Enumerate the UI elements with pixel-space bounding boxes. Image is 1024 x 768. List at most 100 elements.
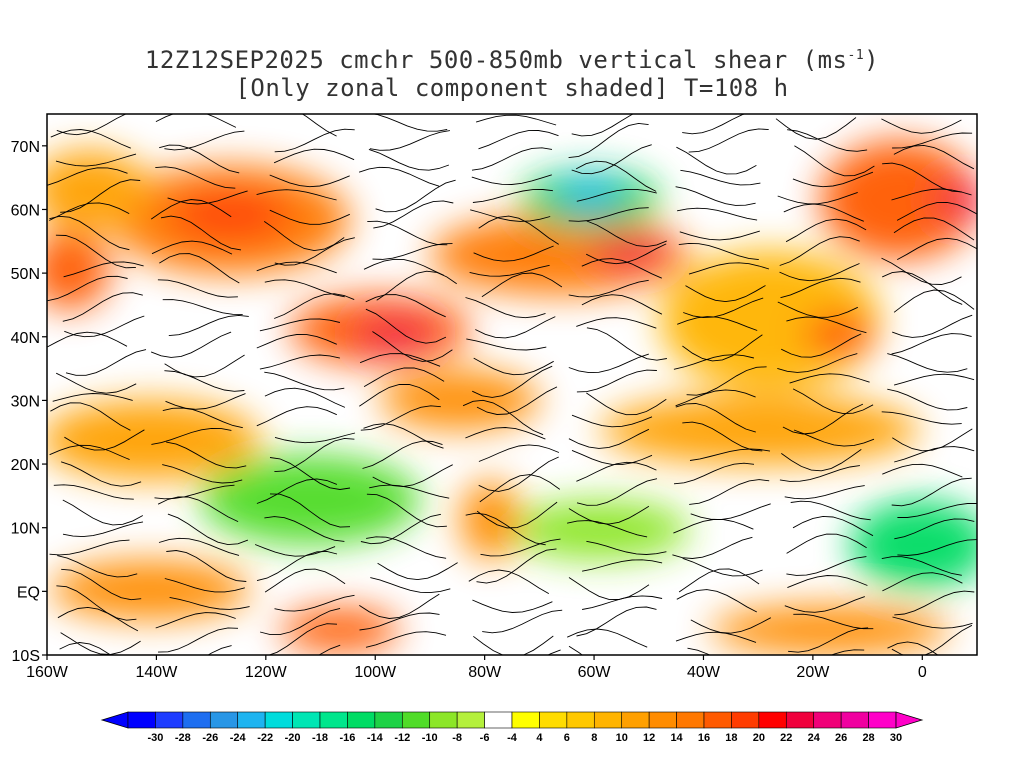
colorbar-swatch [237, 711, 266, 729]
colorbar-label: -24 [230, 732, 247, 744]
streamline [62, 512, 975, 546]
colorbar-label: 14 [670, 732, 683, 744]
streamline [56, 365, 975, 398]
lat-label: 10N [11, 521, 40, 538]
colorbar-swatch [566, 711, 595, 729]
colorbar-swatch [648, 711, 677, 729]
colorbar-swatch [456, 711, 485, 729]
colorbar-label: -6 [480, 732, 490, 744]
colorbar-swatch [511, 711, 540, 729]
colorbar-label: 18 [725, 732, 737, 744]
colorbar-label: -26 [202, 732, 218, 744]
lon-label: 140W [136, 664, 179, 681]
colorbar-swatch [292, 711, 321, 729]
lon-label: 40W [687, 664, 721, 681]
colorbar-label: -14 [367, 732, 384, 744]
streamline [47, 327, 972, 362]
streamline [61, 568, 963, 601]
colorbar-swatch [127, 711, 156, 729]
colorbar-label: 8 [591, 732, 597, 744]
colorbar-swatch [319, 711, 348, 729]
colorbar-label: 16 [698, 732, 710, 744]
lon-label: 60W [578, 664, 612, 681]
colorbar-swatch [429, 711, 458, 729]
longitude-axis: 160W 140W 120W 100W 80W 60W 40W 20W 0 [26, 655, 927, 681]
lat-label: 40N [11, 330, 40, 347]
lat-label: 10S [12, 648, 40, 665]
colorbar: -30 -28 -26 -24 -22 -20 -18 -16 -14 -12 -10 -8 -6 -4 4… [100, 711, 924, 744]
colorbar-label: -20 [285, 732, 301, 744]
colorbar-label: 22 [780, 732, 792, 744]
streamline [57, 606, 973, 637]
colorbar-swatch [785, 711, 815, 729]
lon-label: 160W [26, 664, 69, 681]
lon-label: 0 [918, 664, 927, 681]
lon-label: 120W [245, 664, 288, 681]
colorbar-label: 24 [808, 732, 821, 744]
map-frame [46, 113, 978, 656]
colorbar-swatch [347, 711, 376, 729]
colorbar-min-arrow [100, 711, 129, 729]
shear-shading [47, 140, 977, 655]
streamline [64, 308, 973, 344]
map-area [47, 114, 977, 655]
colorbar-swatch [155, 711, 184, 729]
colorbar-swatch [840, 711, 869, 729]
streamline [55, 234, 977, 269]
streamline [53, 474, 972, 507]
lat-label: 20N [11, 457, 40, 474]
streamline [52, 383, 968, 416]
streamline [56, 114, 962, 140]
chart-title-line2: [Only zonal component shaded] T=108 h [235, 74, 789, 102]
colorbar-swatch [703, 711, 732, 729]
colorbar-label: 6 [564, 732, 570, 744]
colorbar-label: -22 [257, 732, 273, 744]
streamline [62, 289, 975, 322]
colorbar-label: -16 [339, 732, 355, 744]
colorbar-swatch [484, 711, 513, 729]
colorbar-label: 10 [616, 732, 628, 744]
streamline [60, 456, 963, 492]
streamlines [47, 114, 977, 655]
streamline [57, 548, 962, 584]
latitude-axis: 70N 60N 50N 40N 30N 20N 10N EQ 10S [11, 139, 47, 665]
streamline [49, 437, 975, 473]
colorbar-swatch [621, 711, 650, 729]
colorbar-swatch [676, 711, 705, 729]
colorbar-label: 28 [862, 732, 874, 744]
colorbar-swatch [401, 711, 431, 729]
colorbar-label: -4 [507, 732, 518, 744]
colorbar-label: -30 [147, 732, 163, 744]
lon-label: 100W [354, 664, 397, 681]
streamline [49, 533, 977, 559]
lat-label: 30N [11, 393, 40, 410]
streamline [62, 493, 977, 529]
streamline [56, 585, 975, 621]
streamline [55, 144, 975, 177]
colorbar-label: 26 [835, 732, 847, 744]
streamline [64, 421, 973, 452]
lat-label: 70N [11, 139, 40, 156]
colorbar-swatch [593, 711, 623, 729]
colorbar-max-arrow [895, 711, 924, 729]
colorbar-label: 12 [643, 732, 655, 744]
streamline [47, 270, 963, 305]
streamline [50, 122, 973, 159]
lon-label: 20W [796, 664, 830, 681]
colorbar-label: 20 [753, 732, 765, 744]
colorbar-swatch [758, 711, 787, 729]
streamline [59, 641, 939, 655]
colorbar-label: 30 [890, 732, 902, 744]
streamline [65, 349, 968, 378]
lat-label: 60N [11, 202, 40, 219]
streamline [48, 199, 977, 229]
colorbar-swatch [868, 711, 897, 729]
lat-label: 50N [11, 266, 40, 283]
colorbar-swatch [539, 711, 568, 729]
chart-title-line1: 12Z12SEP2025 cmchr 500-850mb vertical sh… [144, 46, 880, 74]
streamline [50, 399, 962, 436]
streamline [60, 623, 973, 655]
colorbar-swatch [813, 711, 842, 729]
streamline [63, 253, 962, 285]
